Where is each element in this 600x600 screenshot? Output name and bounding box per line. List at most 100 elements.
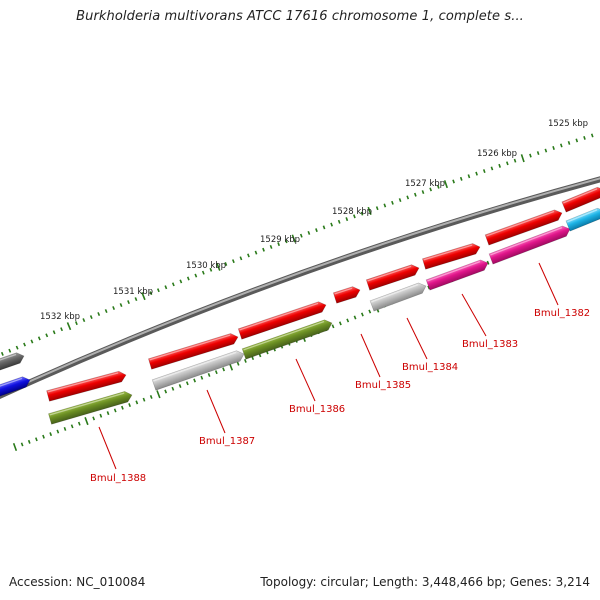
scale-minor-tick — [590, 133, 594, 138]
scale-minor-tick — [482, 169, 486, 174]
scale-minor-tick — [353, 214, 356, 219]
scale-minor-tick — [239, 256, 243, 261]
gene-label-bmul-1386[interactable]: Bmul_1386 — [289, 404, 345, 415]
gene-feature-red[interactable] — [365, 263, 420, 291]
gene-label-bmul-1385[interactable]: Bmul_1385 — [355, 380, 411, 391]
gene-label-bmul-1388[interactable]: Bmul_1388 — [90, 473, 146, 484]
inner-scale-minor-tick — [346, 318, 350, 323]
map-title: Burkholderia multivorans ATCC 17616 chro… — [76, 9, 524, 24]
scale-minor-tick — [583, 136, 586, 140]
inner-scale-minor-tick — [42, 434, 45, 439]
scale-minor-tick — [506, 161, 509, 166]
inner-scale-minor-tick — [106, 411, 110, 416]
inner-scale-minor-tick — [368, 309, 372, 314]
scale-minor-tick — [104, 309, 108, 314]
leader-line-bmul-1385 — [360, 333, 381, 378]
gene-feature-red[interactable] — [148, 332, 239, 370]
inner-scale-minor-tick — [171, 386, 175, 391]
inner-scale-minor-tick — [331, 324, 335, 329]
gene-label-bmul-1384[interactable]: Bmul_1384 — [402, 362, 458, 373]
scale-label-1527: 1527 kbp — [405, 179, 445, 189]
gene-feature-red[interactable] — [484, 208, 564, 246]
gene-label-bmul-1382[interactable]: Bmul_1382 — [534, 308, 590, 319]
scale-minor-tick — [201, 270, 205, 275]
inner-scale-minor-tick — [113, 408, 117, 413]
scale-minor-tick — [232, 259, 235, 264]
scale-minor-tick — [322, 225, 326, 230]
gene-feature-gray[interactable] — [369, 281, 428, 312]
scale-minor-tick — [23, 342, 26, 347]
scale-minor-tick — [119, 303, 123, 308]
leader-line-bmul-1386 — [295, 358, 316, 402]
gene-feature-blue[interactable] — [0, 375, 32, 398]
scale-minor-tick — [406, 195, 410, 200]
inner-scale-minor-tick — [99, 413, 103, 418]
scale-ruler — [0, 133, 594, 356]
scale-minor-tick — [429, 187, 432, 192]
inner-scale-minor-tick — [135, 400, 139, 405]
scale-minor-tick — [436, 184, 440, 189]
scale-minor-tick — [459, 176, 463, 181]
scale-minor-tick — [45, 333, 49, 338]
scale-minor-tick — [315, 228, 318, 233]
gene-feature-red[interactable] — [46, 370, 128, 402]
inner-scale-minor-tick — [164, 389, 168, 394]
gene-feature-cyan[interactable] — [565, 206, 600, 232]
inner-scale-minor-tick — [77, 421, 81, 426]
scale-minor-tick — [112, 306, 116, 311]
inner-scale-minor-tick — [142, 397, 146, 402]
scale-minor-tick — [544, 148, 548, 153]
scale-minor-tick — [345, 217, 349, 222]
gene-label-bmul-1383[interactable]: Bmul_1383 — [462, 339, 518, 350]
scale-minor-tick — [30, 339, 34, 344]
scale-minor-tick — [262, 247, 265, 252]
gene-feature-darkgray[interactable] — [0, 351, 26, 372]
scale-minor-tick — [360, 211, 364, 216]
scale-minor-tick — [179, 279, 183, 284]
gene-feature-magenta[interactable] — [425, 258, 490, 291]
scale-minor-tick — [8, 348, 12, 353]
scale-minor-tick — [127, 300, 130, 305]
scale-minor-tick — [575, 138, 579, 143]
gene-feature-red[interactable] — [561, 185, 600, 213]
scale-minor-tick — [277, 242, 281, 247]
scale-label-1532: 1532 kbp — [40, 312, 80, 322]
scale-minor-tick — [567, 141, 571, 145]
scale-minor-tick — [414, 192, 417, 197]
leader-line-bmul-1383 — [461, 293, 487, 337]
gene-feature-magenta[interactable] — [488, 224, 572, 265]
scale-major-tick — [291, 234, 296, 243]
inner-scale-minor-tick — [207, 372, 211, 377]
scale-minor-tick — [398, 198, 402, 203]
scale-major-tick — [367, 206, 372, 215]
scale-minor-tick — [149, 291, 153, 296]
inner-scale-minor-tick — [178, 384, 182, 389]
inner-scale-minor-tick — [121, 405, 124, 410]
inner-scale-minor-tick — [149, 395, 153, 399]
scale-minor-tick — [37, 336, 41, 341]
scale-minor-tick — [529, 153, 532, 158]
inner-scale-minor-tick — [92, 416, 96, 421]
leader-line-bmul-1382 — [538, 262, 559, 306]
scale-minor-tick — [0, 351, 4, 356]
scale-minor-tick — [171, 282, 175, 287]
leader-line-bmul-1384 — [406, 317, 428, 360]
gene-feature-olive[interactable] — [48, 390, 133, 425]
inner-scale-major-tick — [156, 390, 161, 399]
scale-minor-tick — [391, 200, 394, 205]
scale-minor-tick — [307, 230, 311, 235]
gene-feature-olive[interactable] — [241, 318, 334, 360]
scale-major-tick — [216, 262, 221, 271]
gene-feature-red[interactable] — [332, 285, 361, 304]
gene-label-bmul-1387[interactable]: Bmul_1387 — [199, 436, 255, 447]
inner-scale-minor-tick — [49, 432, 53, 437]
inner-scale-minor-tick — [360, 312, 364, 317]
gene-feature-red[interactable] — [422, 242, 481, 270]
scale-minor-tick — [269, 244, 273, 249]
gene-feature-gray[interactable] — [151, 349, 246, 391]
inner-scale-minor-tick — [200, 375, 204, 380]
gene-feature-red[interactable] — [237, 300, 328, 340]
inner-scale-major-tick — [84, 417, 89, 426]
scale-minor-tick — [337, 219, 341, 224]
